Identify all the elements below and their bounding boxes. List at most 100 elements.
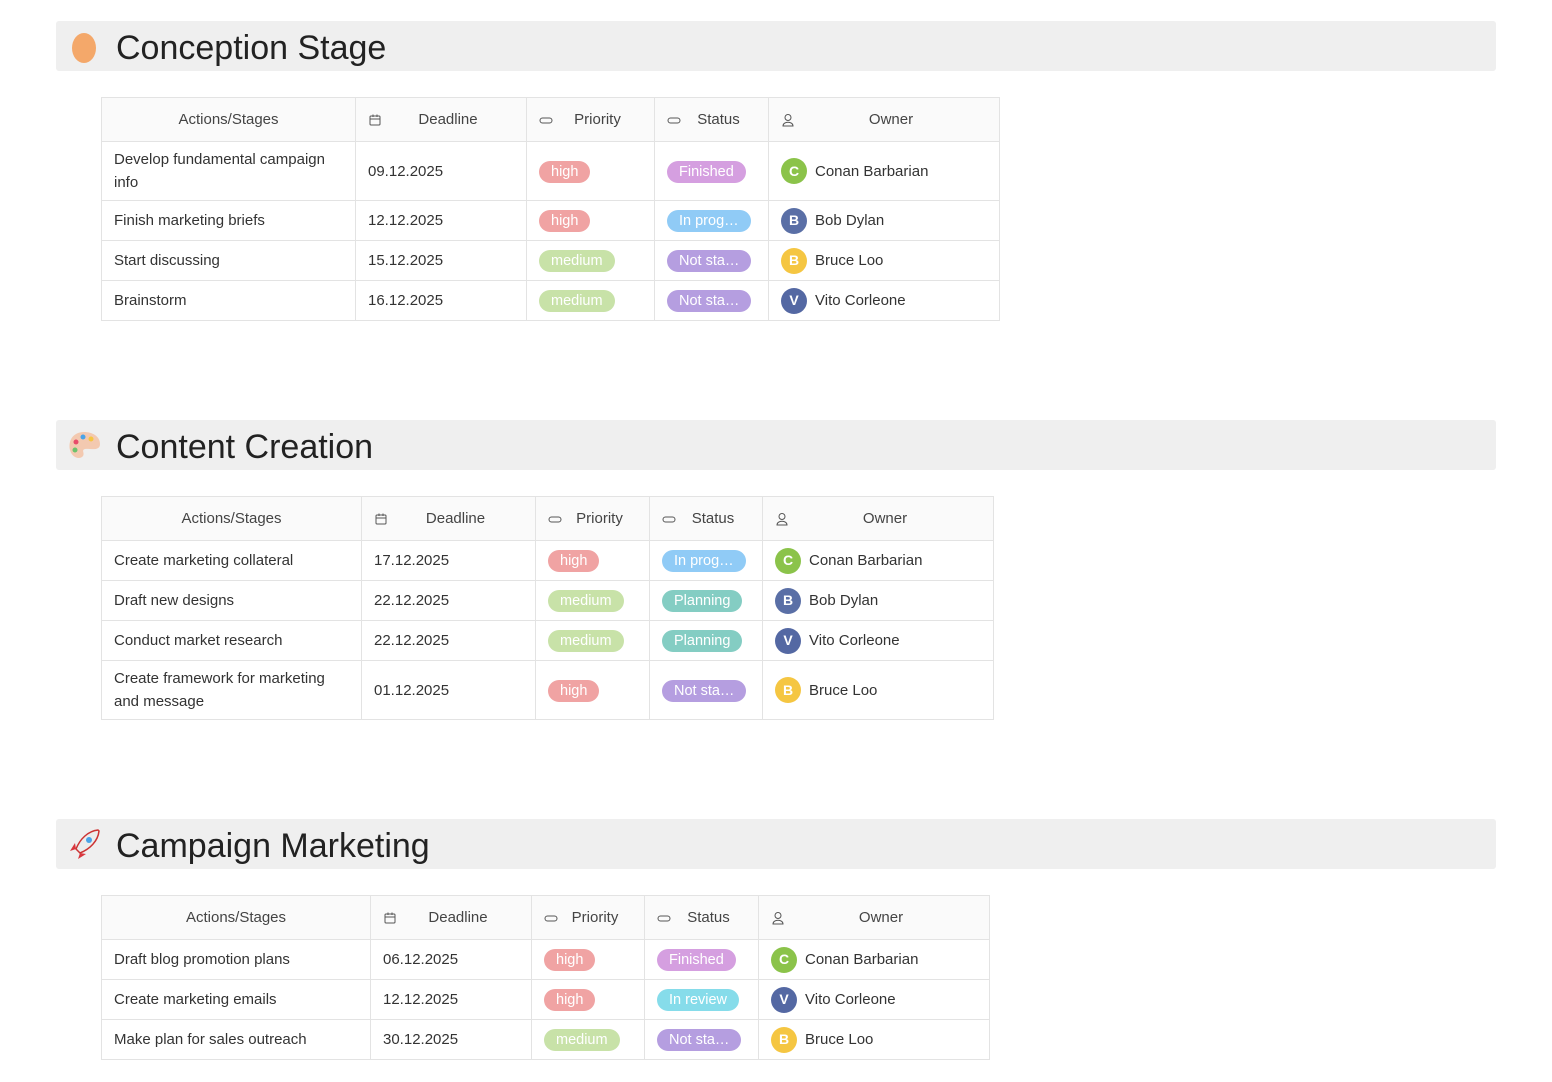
table-row: Draft blog promotion plans 06.12.2025 high… — [101, 939, 990, 980]
deadline-cell: 16.12.2025 — [355, 280, 527, 321]
action-cell: Draft blog promotion plans — [101, 939, 371, 980]
priority-cell: high — [526, 141, 655, 201]
priority-cell: high — [526, 200, 655, 241]
status-tag: Not sta… — [657, 1029, 742, 1051]
table-row: Conduct market research 22.12.2025 medium P… — [101, 620, 994, 661]
header-label: Priority — [574, 111, 621, 128]
section-icon — [68, 829, 100, 861]
header-cell: Actions/Stages — [101, 895, 371, 940]
priority-tag: high — [544, 989, 596, 1011]
header-cell: Status — [649, 496, 763, 541]
status-tag: Not sta… — [667, 290, 752, 312]
owner-name: Bob Dylan — [809, 592, 879, 609]
owner-name: Vito Corleone — [805, 991, 896, 1008]
action-cell: Make plan for sales outreach — [101, 1019, 371, 1060]
priority-tag: high — [548, 679, 600, 702]
header-cell: Actions/Stages — [101, 97, 356, 142]
priority-tag: medium — [548, 630, 624, 652]
deadline-cell: 22.12.2025 — [361, 580, 536, 621]
header-label: Status — [691, 510, 735, 527]
priority-tag: high — [539, 210, 591, 232]
table-row: Develop fundamental campaign info 09.12.2… — [101, 141, 1000, 201]
header-icon — [544, 915, 558, 921]
header-icon — [657, 915, 671, 921]
priority-tag: medium — [544, 1029, 620, 1051]
status-tag: In prog… — [662, 550, 746, 572]
priority-tag: high — [544, 949, 596, 971]
header-label: Actions/Stages — [185, 909, 287, 926]
header-content: Deadline — [374, 507, 523, 530]
owner: V Vito Corleone — [771, 986, 977, 1013]
priority-cell: high — [531, 979, 645, 1020]
owner-cell: B Bob Dylan — [768, 200, 1000, 241]
header-cell: Owner — [758, 895, 990, 940]
header-row: Actions/Stages Deadline Priority Status Owne… — [101, 895, 990, 940]
header-icon — [782, 113, 794, 126]
avatar: C — [771, 946, 797, 973]
header-content: Priority — [539, 108, 642, 131]
header-label: Deadline — [425, 510, 486, 527]
header-content: Owner — [771, 906, 977, 929]
owner-name: Vito Corleone — [809, 632, 900, 649]
owner-cell: B Bruce Loo — [768, 240, 1000, 281]
owner-cell: V Vito Corleone — [758, 979, 990, 1020]
status-tag: Finished — [667, 160, 746, 183]
owner: V Vito Corleone — [781, 287, 987, 314]
header-row: Actions/Stages Deadline Priority Status Owne… — [101, 496, 994, 541]
deadline-cell: 06.12.2025 — [370, 939, 532, 980]
priority-tag: medium — [548, 590, 624, 612]
owner-cell: B Bruce Loo — [758, 1019, 990, 1060]
header-label: Owner — [868, 111, 914, 128]
header-cell: Priority — [535, 496, 650, 541]
data-table: Actions/Stages Deadline Priority Status Owne… — [101, 895, 990, 1060]
action-cell: Finish marketing briefs — [101, 200, 356, 241]
owner-name: Bob Dylan — [815, 212, 885, 229]
header-cell: Status — [644, 895, 759, 940]
header-icon — [662, 516, 676, 522]
header-cell: Owner — [768, 97, 1000, 142]
header-content: Actions/Stages — [114, 507, 349, 530]
header-cell: Deadline — [370, 895, 532, 940]
owner: B Bob Dylan — [775, 587, 981, 614]
deadline-cell: 22.12.2025 — [361, 620, 536, 661]
action-cell: Draft new designs — [101, 580, 362, 621]
header-content: Status — [662, 507, 750, 530]
header-label: Priority — [576, 510, 623, 527]
section-header: Content Creation — [56, 420, 1496, 470]
status-tag: Finished — [657, 949, 736, 971]
status-tag: In review — [657, 989, 740, 1011]
owner-name: Bruce Loo — [809, 681, 878, 699]
priority-tag: medium — [539, 250, 615, 272]
header-content: Actions/Stages — [114, 108, 343, 131]
owner-cell: C Conan Barbarian — [762, 540, 994, 581]
header-icon — [539, 117, 553, 123]
owner: B Bruce Loo — [781, 247, 987, 274]
status-tag: Not sta… — [662, 679, 747, 702]
priority-cell: high — [535, 660, 650, 720]
owner-cell: B Bob Dylan — [762, 580, 994, 621]
header-icon — [776, 512, 788, 525]
header-icon — [772, 911, 784, 924]
status-cell: Not sta… — [654, 280, 769, 321]
header-cell: Status — [654, 97, 769, 142]
priority-tag: high — [539, 160, 591, 183]
header-label: Owner — [858, 909, 904, 926]
section-title: Campaign Marketing — [116, 827, 430, 865]
header-label: Deadline — [428, 909, 488, 926]
avatar: C — [781, 158, 807, 184]
header-cell: Deadline — [361, 496, 536, 541]
owner-cell: V Vito Corleone — [762, 620, 994, 661]
status-cell: Planning — [649, 620, 763, 661]
priority-cell: medium — [526, 280, 655, 321]
owner-cell: C Conan Barbarian — [758, 939, 990, 980]
deadline-cell: 30.12.2025 — [370, 1019, 532, 1060]
status-cell: In prog… — [654, 200, 769, 241]
owner: B Bruce Loo — [775, 677, 981, 703]
section-title: Conception Stage — [116, 29, 387, 67]
header-content: Priority — [548, 507, 637, 530]
header-icon — [667, 117, 681, 123]
header-label: Owner — [862, 510, 908, 527]
deadline-cell: 17.12.2025 — [361, 540, 536, 581]
deadline-cell: 15.12.2025 — [355, 240, 527, 281]
